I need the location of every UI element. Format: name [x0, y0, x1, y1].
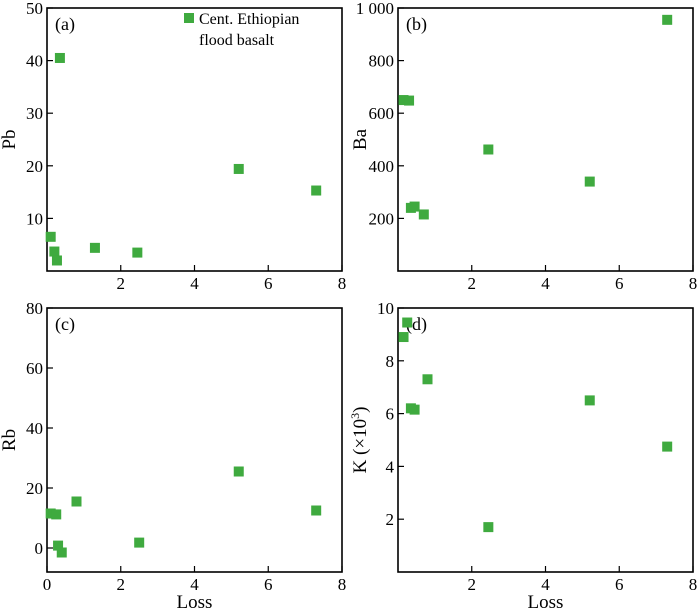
panel-b-ytick-label: 800 — [369, 52, 395, 71]
panel-a-ytick-label: 50 — [26, 0, 43, 18]
panel-a-frame — [46, 7, 343, 272]
panel-a-point — [233, 163, 244, 174]
panel-d-ytick-label: 6 — [386, 405, 395, 424]
panel-c-frame — [46, 307, 343, 573]
panel-b-ytick-label: 200 — [369, 209, 395, 228]
panel-d-ytick-label: 2 — [386, 510, 395, 529]
legend-label-line1: Cent. Ethiopian — [199, 11, 299, 28]
panel-b-xtick-label: 6 — [615, 274, 624, 293]
panel-b-point — [483, 144, 494, 155]
legend-marker — [184, 13, 194, 23]
panel-d-point — [662, 441, 673, 452]
panel-a-ytick-label: 30 — [26, 104, 43, 123]
panel-b-xtick-label: 8 — [689, 274, 698, 293]
panel-d-ytick-label: 10 — [377, 299, 394, 318]
panel-b-ytick-label: 600 — [369, 104, 395, 123]
panel-d-frame — [397, 307, 694, 573]
panel-a-ytick-label: 10 — [26, 209, 43, 228]
panel-c-xtick-label: 6 — [264, 575, 273, 594]
panel-a-letter: (a) — [55, 14, 75, 35]
panel-c-point — [51, 509, 62, 520]
panel-d-xlabel: Loss — [528, 592, 564, 610]
panel-a: 2 4 6 8 10 20 30 40 50 (a) Pb — [0, 0, 346, 293]
panel-c-point — [134, 537, 145, 548]
panel-b-point — [584, 176, 595, 187]
panel-a-xtick-label: 6 — [264, 274, 273, 293]
panel-b-point — [404, 95, 415, 106]
panel-a-point — [54, 52, 65, 63]
panel-d-point — [402, 317, 413, 328]
panel-c-xtick-label: 2 — [117, 575, 126, 594]
panel-c-ytick-label: 0 — [35, 539, 44, 558]
panel-d-xtick-label: 6 — [615, 575, 624, 594]
panel-c-ytick-label: 40 — [26, 419, 43, 438]
panel-c-xtick-label: 4 — [190, 575, 199, 594]
panel-a-point — [89, 242, 100, 253]
panel-a-xtick-label: 8 — [338, 274, 347, 293]
panel-b-point — [662, 14, 673, 25]
panel-b-ylabel: Ba — [350, 128, 371, 150]
panel-a-ylabel: Pb — [0, 129, 20, 149]
panel-c-ytick-label: 80 — [26, 299, 43, 318]
panel-d-point — [483, 522, 494, 533]
panel-c-letter: (c) — [55, 314, 75, 335]
panel-c-xtick-label: 8 — [338, 575, 347, 594]
panel-a-ytick-label: 40 — [26, 52, 43, 71]
panel-d-xtick-label: 2 — [468, 575, 477, 594]
panel-c-point — [53, 540, 64, 551]
panel-b-ytick-label: 1 000 — [356, 0, 394, 18]
panel-b-ytick-label: 400 — [369, 157, 395, 176]
legend: Cent. Ethiopian flood basalt — [184, 11, 299, 49]
panel-d-point — [409, 404, 420, 415]
panel-c-xtick-label: 0 — [43, 575, 52, 594]
panel-b-point — [409, 201, 420, 212]
panel-a-xtick-label: 2 — [117, 274, 126, 293]
panel-b-xtick-label: 2 — [468, 274, 477, 293]
panel-d-ytick-label: 8 — [386, 352, 395, 371]
panel-c-point — [45, 508, 56, 519]
panel-c-ytick-label: 20 — [26, 479, 43, 498]
panel-c-ylabel: Rb — [0, 429, 20, 451]
panel-d-point — [398, 332, 409, 343]
panel-a-xtick-label: 4 — [190, 274, 199, 293]
panel-b-xtick-label: 4 — [541, 274, 550, 293]
panel-b-frame — [397, 7, 694, 272]
panel-a-point — [132, 247, 143, 258]
panel-d-xtick-label: 4 — [541, 575, 550, 594]
panel-d-ylabel: K (×103) — [348, 407, 371, 474]
panel-b-letter: (b) — [406, 14, 427, 35]
panel-c-xlabel: Loss — [177, 592, 213, 610]
panel-d-ytick-label: 4 — [386, 457, 395, 476]
panel-b: 2 4 6 8 200 400 600 800 1 000 (b) Ba — [350, 0, 697, 293]
panel-a-point — [49, 246, 60, 257]
panel-a-point — [311, 185, 322, 196]
panel-a-ytick-label: 20 — [26, 157, 43, 176]
panel-a-point — [51, 255, 62, 266]
panel-c-point — [71, 496, 82, 507]
legend-label-line2: flood basalt — [199, 32, 275, 49]
panel-c-point — [311, 505, 322, 516]
panel-d-xtick-label: 8 — [689, 575, 698, 594]
panel-a-point — [45, 231, 56, 242]
panel-c-point — [233, 466, 244, 477]
panel-c-ytick-label: 60 — [26, 359, 43, 378]
panel-b-point — [418, 209, 429, 220]
panel-b-point — [398, 95, 409, 106]
panel-d-point — [422, 374, 433, 385]
panel-d-point — [584, 395, 595, 406]
panel-c-point — [56, 547, 67, 558]
